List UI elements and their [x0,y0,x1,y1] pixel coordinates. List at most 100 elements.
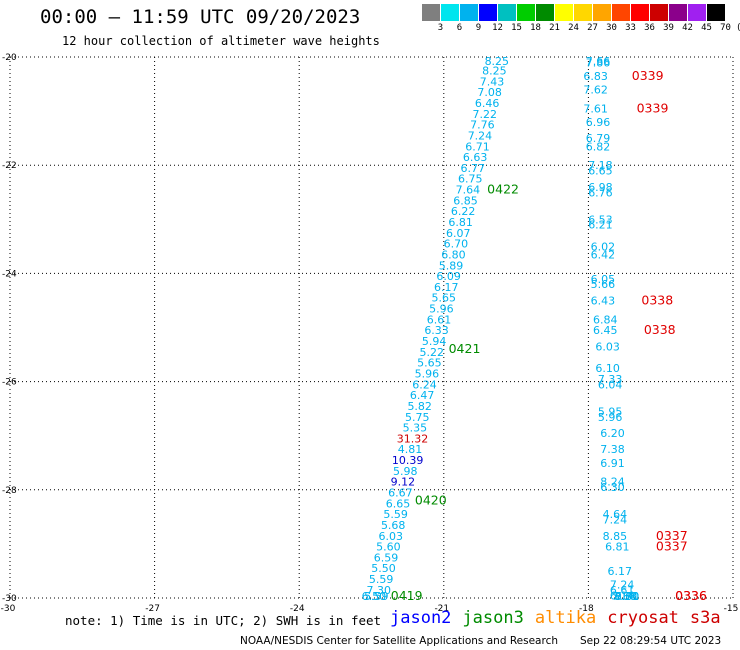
satellite-legend-cryosat: cryosat [607,608,679,628]
track-b-value: 6.04 [598,378,623,391]
track-b-value: 6.14 [610,589,635,602]
scale-swatch [441,4,459,21]
track-a-value: 6.61 [427,313,452,326]
satellite-legend-s3a: s3a [689,608,721,628]
scale-label: 9 [475,23,482,33]
track-b-value: 7.70 [615,590,640,603]
track-a-value: 7.64 [456,184,481,197]
track-a-value: 5.68 [381,519,406,532]
pass-time-label: 0336 [675,588,707,603]
map-grid [9,56,734,599]
track-b-value: 6.45 [593,324,618,337]
track-b-value: 6.42 [591,248,616,261]
lon-tick-label: -24 [290,604,305,614]
track-b-value: 7.18 [588,159,613,172]
scale-label: 18 [530,23,541,33]
track-a-value: 7.30 [366,584,391,597]
scale-label: 24 [568,23,579,33]
scale-swatch [555,4,573,21]
scale-swatch [612,4,630,21]
scale-swatch [650,4,668,21]
page-subtitle: 12 hour collection of altimeter wave hei… [62,34,380,48]
satellite-legend-altika: altika [534,608,597,628]
track-b-value: 7.86 [586,56,611,69]
track-a-value: 8.25 [485,55,510,68]
satellite-legend: jason2 jason3 altika cryosat s3a [390,608,732,628]
pass-time-label: 0336 [675,588,707,603]
track-a-value: 6.03 [379,530,404,543]
scale-label: 6 [456,23,463,33]
scale-swatch [707,4,725,21]
track-b-value: 7.62 [583,83,608,96]
track-a-value: 6.24 [412,378,437,391]
track-a-value: 6.09 [436,270,461,283]
pass-time-label: 0337 [656,528,688,543]
scale-label: 45 [701,23,712,33]
scale-label: 70 [720,23,731,33]
lon-tick-label: -21 [434,604,449,614]
track-a-value: 6.22 [451,205,476,218]
track-b-value: 5.95 [598,405,623,418]
scale-swatch [593,4,611,21]
track-a-value: 6.81 [448,216,473,229]
scale-unit: (ft) [736,23,740,33]
track-b-value: 7.24 [603,514,628,527]
track-b-value: 7.66 [586,55,611,68]
scale-swatch [688,4,706,21]
scale-swatch [517,4,535,21]
track-a-value: 5.89 [439,259,464,272]
track-a-value: 5.96 [429,303,454,316]
lat-tick-label: -30 [2,594,17,604]
track-a-value: 6.46 [475,97,500,110]
scale-label: 27 [587,23,598,33]
credit-text: NOAA/NESDIS Center for Satellite Applica… [240,635,558,647]
track-a-value: 4.81 [398,443,423,456]
track-a-value: 6.70 [444,238,469,251]
pass-labels: 0422 0421 0420 0419 0339 0339 0338 0338 03370337… [391,68,707,603]
track-b-value: 6.79 [586,132,611,145]
scale-label: 42 [682,23,693,33]
track-b-value: 6.81 [605,541,630,554]
track-b-value: 8.31 [615,590,640,603]
track-a-value: 5.75 [405,411,430,424]
track-b-value: 6.65 [588,165,613,178]
lat-tick-label: -26 [2,378,17,388]
track-b-value: 6.20 [600,427,625,440]
track-a-value: 6.67 [388,487,413,500]
satellite-legend-jason3: jason3 [462,608,524,628]
track-b-value: 7.24 [610,578,635,591]
track-b-value: 6.53 [588,213,613,226]
track-a-value: 6.85 [453,194,478,207]
scale-label: 33 [625,23,636,33]
track-a-value: 6.59 [374,551,399,564]
track-b-value: 6.05 [591,273,616,286]
footer-note: note: 1) Time is in UTC; 2) SWH is in fe… [65,613,382,628]
lat-tick-label: -28 [2,486,17,496]
track-a-value: 5.59 [364,590,389,603]
scale-label: 30 [606,23,617,33]
track-b-value: 7.38 [600,443,625,456]
track-b-value: 6.30 [600,481,625,494]
track-a-value: 6.77 [460,162,485,175]
timestamp-text: Sep 22 08:29:54 UTC 2023 [580,635,722,647]
scale-label: 21 [549,23,560,33]
lat-tick-label: -22 [2,161,17,171]
scale-swatch [479,4,497,21]
track-a-value: 10.39 [392,454,424,467]
track-a-value: 6.07 [446,227,471,240]
scale-label: 39 [663,23,674,33]
lon-tick-label: -18 [579,604,594,614]
altimeter-tracks: 8.258.257.437.086.467.227.767.246.716.63… [362,55,640,603]
track-b-value: 5.96 [598,411,623,424]
track-a-value: 7.24 [468,129,493,142]
track-a-value: 6.80 [441,248,466,261]
track-b-value: 7.88 [612,590,637,603]
track-b-value: 8.85 [603,530,628,543]
track-a-value: 6.71 [465,140,490,153]
pass-time-label: 0338 [641,292,673,307]
track-b-value: 6.21 [588,219,613,232]
track-b-value: 6.96 [586,116,611,129]
track-b-value: 6.02 [591,240,616,253]
track-a-value: 5.59 [369,573,394,586]
track-a-value: 8.25 [482,65,507,78]
